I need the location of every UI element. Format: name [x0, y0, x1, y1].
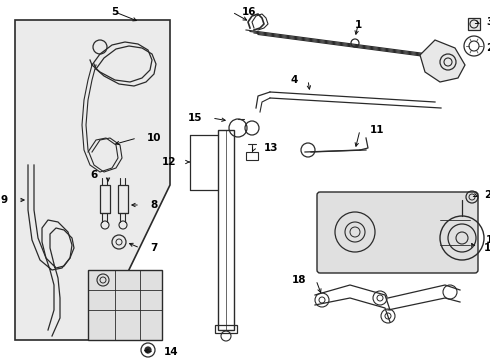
Polygon shape [420, 40, 465, 82]
Polygon shape [88, 270, 162, 340]
Text: 8: 8 [150, 200, 157, 210]
Bar [215, 325, 237, 333]
Text: 11: 11 [370, 125, 385, 135]
Text: 15: 15 [188, 113, 202, 123]
Circle shape [145, 347, 151, 353]
Bar [218, 130, 234, 330]
Text: 20: 20 [484, 190, 490, 200]
Text: 18: 18 [292, 275, 306, 285]
Text: 12: 12 [162, 157, 176, 167]
Text: 7: 7 [150, 243, 157, 253]
Text: 16: 16 [242, 7, 256, 17]
Text: 5: 5 [111, 7, 119, 17]
Text: 14: 14 [164, 347, 179, 357]
Bar [100, 185, 110, 213]
Text: 2: 2 [486, 43, 490, 53]
Text: 10: 10 [147, 133, 162, 143]
Polygon shape [468, 18, 480, 30]
Text: 13: 13 [264, 143, 278, 153]
Text: 4: 4 [291, 75, 298, 85]
Text: 3: 3 [486, 17, 490, 27]
Polygon shape [15, 20, 170, 340]
FancyBboxPatch shape [317, 192, 478, 273]
Bar [440, 200, 470, 265]
Bar [90, 275, 138, 305]
Text: 17: 17 [486, 235, 490, 245]
Bar [246, 152, 258, 160]
Bar [148, 274, 160, 286]
Text: 6: 6 [91, 170, 98, 180]
Text: 1: 1 [354, 20, 362, 30]
Text: 19: 19 [484, 243, 490, 253]
Text: 9: 9 [1, 195, 8, 205]
Bar [118, 185, 128, 213]
